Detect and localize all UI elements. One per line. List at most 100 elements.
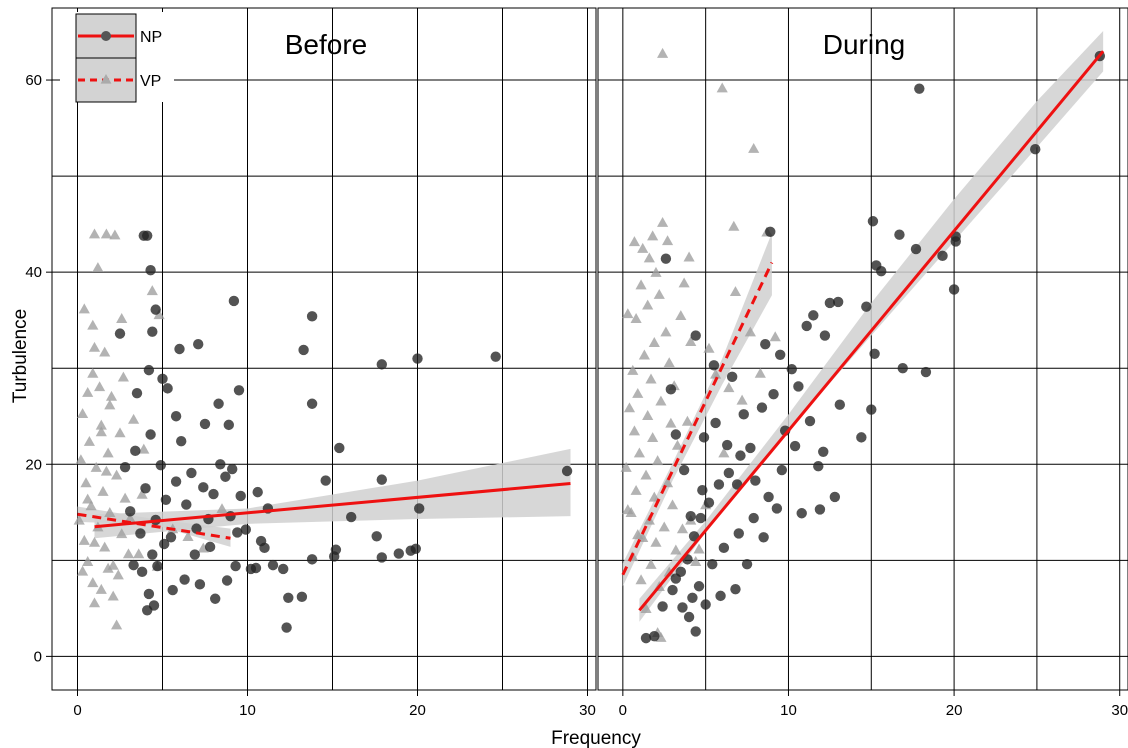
during-np-point bbox=[869, 348, 880, 360]
before-vp-point bbox=[117, 371, 129, 382]
before-vp-point bbox=[88, 597, 101, 608]
before-vp-point bbox=[116, 528, 128, 539]
before-np-point bbox=[204, 541, 216, 553]
during-vp-point bbox=[648, 491, 660, 502]
before-np-point bbox=[255, 535, 267, 547]
before-vp-point bbox=[73, 514, 85, 525]
before-vp-point bbox=[102, 447, 114, 458]
before-np-point bbox=[150, 304, 161, 315]
before-np-point bbox=[170, 411, 182, 422]
during-np-point bbox=[1030, 144, 1041, 155]
during-np-point bbox=[804, 415, 816, 427]
before-vp-point bbox=[88, 228, 101, 239]
during-np-point bbox=[894, 229, 905, 240]
y-axis-title: Turbulence bbox=[10, 309, 31, 403]
before-np-point bbox=[376, 552, 387, 563]
before-np-point bbox=[414, 503, 425, 514]
during-vp-point bbox=[647, 432, 659, 443]
during-np-point bbox=[665, 384, 677, 395]
before-vp-point bbox=[78, 303, 90, 314]
during-np-point bbox=[760, 338, 771, 350]
before-vp-point bbox=[78, 534, 90, 545]
during-vp-point bbox=[744, 326, 756, 337]
during-vp-point bbox=[640, 469, 652, 480]
during-np-point bbox=[920, 366, 932, 378]
before-np-point bbox=[130, 445, 141, 457]
during-np-point bbox=[657, 601, 668, 612]
during-np-point bbox=[897, 363, 908, 374]
before-np-point bbox=[157, 373, 168, 384]
during-np-point bbox=[774, 349, 786, 360]
before-vp-point bbox=[77, 565, 89, 576]
before-np-point bbox=[306, 398, 318, 409]
panel-during-x-ticks: 0 10 20 30 bbox=[619, 690, 1128, 719]
y-tick-label: 20 bbox=[25, 456, 42, 473]
during-np-point bbox=[818, 446, 829, 457]
during-np-confidence-band bbox=[639, 31, 1104, 622]
during-np-point bbox=[914, 83, 925, 94]
before-np-point bbox=[278, 563, 289, 575]
during-np-point bbox=[763, 491, 774, 503]
during-np-point bbox=[697, 485, 708, 496]
during-vp-point bbox=[685, 336, 697, 346]
legend-label-np: NP bbox=[140, 29, 162, 46]
before-vp-point bbox=[111, 469, 123, 480]
during-vp-point bbox=[676, 523, 689, 534]
during-vp-point bbox=[642, 410, 654, 420]
before-vp-point bbox=[99, 541, 111, 552]
before-vp-point bbox=[85, 500, 97, 511]
during-np-point bbox=[741, 558, 753, 570]
before-vp-point bbox=[104, 399, 116, 410]
during-vp-point bbox=[678, 277, 690, 288]
before-np-point bbox=[152, 560, 163, 572]
during-vp-point bbox=[723, 382, 735, 393]
during-np-point bbox=[834, 399, 846, 410]
before-vp-point bbox=[88, 536, 101, 547]
before-np-point bbox=[228, 295, 240, 307]
before-np-point bbox=[208, 488, 219, 500]
before-np-point bbox=[232, 527, 243, 538]
before-np-point bbox=[221, 575, 233, 586]
before-vp-point bbox=[80, 477, 92, 488]
before-vp-point bbox=[128, 413, 140, 424]
during-vp-point bbox=[628, 236, 641, 247]
before-np-point bbox=[159, 538, 170, 550]
during-vp-point bbox=[642, 299, 654, 310]
before-np-point bbox=[561, 465, 573, 477]
before-vp-point bbox=[90, 461, 102, 472]
during-np-point bbox=[707, 558, 718, 570]
legend-entry-np: NP bbox=[75, 13, 162, 59]
before-np-point bbox=[174, 343, 185, 355]
before-np-point bbox=[320, 475, 331, 486]
during-vp-point bbox=[693, 543, 705, 554]
before-np-point bbox=[412, 353, 423, 364]
y-tick-label: 40 bbox=[25, 264, 42, 281]
during-x-tick-label: 10 bbox=[780, 702, 797, 719]
before-np-point bbox=[215, 459, 226, 470]
before-vp-point bbox=[107, 590, 119, 601]
before-np-point bbox=[179, 574, 190, 585]
before-np-point bbox=[135, 528, 146, 539]
during-vp-point bbox=[736, 394, 748, 405]
during-np-point bbox=[730, 583, 741, 595]
during-np-point bbox=[733, 528, 744, 539]
before-np-point bbox=[240, 524, 251, 535]
before-np-point bbox=[148, 600, 160, 611]
during-np-point bbox=[703, 497, 715, 508]
before-np-point bbox=[298, 344, 309, 356]
during-vp-point bbox=[648, 337, 660, 347]
during-np-point bbox=[677, 602, 688, 613]
before-np-point bbox=[306, 554, 318, 565]
during-np-point bbox=[670, 429, 682, 440]
legend-entry-vp: VP bbox=[75, 57, 161, 103]
during-vp-point bbox=[675, 310, 687, 321]
before-x-tick-label: 10 bbox=[239, 702, 256, 719]
during-vp-point bbox=[661, 235, 674, 246]
before-vp-point bbox=[87, 367, 99, 378]
before-np-point bbox=[230, 560, 241, 572]
during-vp-point bbox=[622, 308, 634, 319]
before-vp-point bbox=[116, 313, 128, 323]
during-vp-point bbox=[633, 447, 645, 458]
before-x-tick-label: 0 bbox=[73, 702, 81, 719]
before-vp-point bbox=[87, 577, 99, 588]
